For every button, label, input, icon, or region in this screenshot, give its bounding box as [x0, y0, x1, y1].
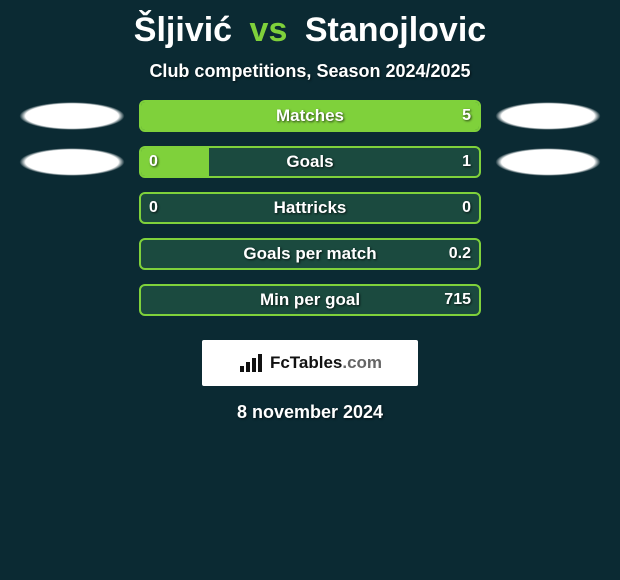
- bars-icon: [238, 352, 264, 374]
- stat-bar: 0Hattricks0: [139, 192, 481, 224]
- avatar-spacer: [19, 240, 125, 268]
- avatar-right: [495, 148, 601, 176]
- avatar-spacer: [19, 194, 125, 222]
- stat-label: Goals: [141, 152, 479, 172]
- stat-row: 0Goals1: [0, 146, 620, 178]
- logo-text: FcTables.com: [270, 353, 382, 373]
- logo-wrap: FcTables.com: [0, 330, 620, 394]
- logo-tld: .com: [342, 353, 382, 372]
- stat-value-right: 715: [444, 291, 471, 309]
- stat-value-right: 1: [462, 153, 471, 171]
- stat-value-right: 0.2: [449, 245, 471, 263]
- date-text: 8 november 2024: [0, 394, 620, 431]
- stat-label: Matches: [141, 106, 479, 126]
- stat-row: Goals per match0.2: [0, 238, 620, 270]
- avatar-spacer: [495, 240, 601, 268]
- avatar-spacer: [19, 286, 125, 314]
- subtitle: Club competitions, Season 2024/2025: [0, 57, 620, 100]
- comparison-widget: Šljivić vs Stanojlovic Club competitions…: [0, 0, 620, 431]
- stat-label: Goals per match: [141, 244, 479, 264]
- fctables-logo[interactable]: FcTables.com: [202, 340, 418, 386]
- stat-bar: Min per goal715: [139, 284, 481, 316]
- logo-brand: FcTables: [270, 353, 342, 372]
- stat-row: Min per goal715: [0, 284, 620, 316]
- stat-label: Hattricks: [141, 198, 479, 218]
- stat-label: Min per goal: [141, 290, 479, 310]
- avatar-right: [495, 102, 601, 130]
- stat-bar: Matches5: [139, 100, 481, 132]
- avatar-spacer: [495, 286, 601, 314]
- avatar-left: [19, 102, 125, 130]
- avatar-spacer: [495, 194, 601, 222]
- title-player2: Stanojlovic: [305, 11, 486, 49]
- stat-bar: Goals per match0.2: [139, 238, 481, 270]
- title-player1: Šljivić: [134, 11, 232, 49]
- title-vs: vs: [242, 11, 296, 49]
- stat-bar: 0Goals1: [139, 146, 481, 178]
- stat-value-right: 0: [462, 199, 471, 217]
- stat-row: Matches5: [0, 100, 620, 132]
- page-title: Šljivić vs Stanojlovic: [0, 6, 620, 57]
- stats-rows: Matches50Goals10Hattricks0Goals per matc…: [0, 100, 620, 316]
- stat-row: 0Hattricks0: [0, 192, 620, 224]
- stat-value-right: 5: [462, 107, 471, 125]
- avatar-left: [19, 148, 125, 176]
